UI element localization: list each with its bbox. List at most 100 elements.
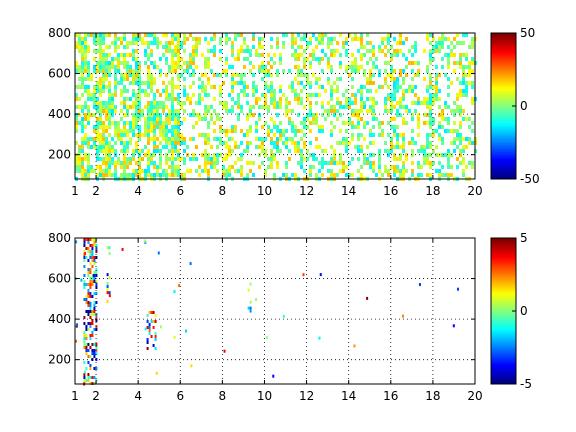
heatmap-cell bbox=[432, 45, 435, 49]
heatmap-cell bbox=[81, 81, 84, 85]
heatmap-cell bbox=[438, 121, 441, 125]
heatmap-cell bbox=[78, 41, 81, 45]
heatmap-cell bbox=[285, 33, 288, 37]
heatmap-cell bbox=[93, 125, 96, 129]
heatmap-cell bbox=[121, 247, 124, 251]
heatmap-cell bbox=[303, 73, 306, 77]
heatmap-cell bbox=[165, 61, 168, 65]
heatmap-cell bbox=[309, 81, 312, 85]
heatmap-cell bbox=[357, 109, 360, 113]
heatmap-cell bbox=[213, 49, 216, 53]
heatmap-cell bbox=[318, 37, 321, 41]
heatmap-cell bbox=[288, 137, 291, 141]
heatmap-cell bbox=[396, 89, 399, 93]
heatmap-cell bbox=[249, 161, 252, 165]
heatmap-cell bbox=[294, 141, 297, 145]
heatmap-cell bbox=[106, 300, 109, 304]
heatmap-cell bbox=[462, 89, 465, 93]
heatmap-cell bbox=[396, 49, 399, 53]
heatmap-cell bbox=[144, 117, 147, 121]
heatmap-cell bbox=[213, 33, 216, 37]
heatmap-cell bbox=[432, 121, 435, 125]
colorbar-segment bbox=[491, 361, 516, 364]
colorbar-segment bbox=[491, 276, 516, 280]
heatmap-cell bbox=[378, 169, 381, 173]
colorbar-segment bbox=[491, 381, 516, 385]
heatmap-cell bbox=[225, 157, 228, 161]
heatmap-cell bbox=[207, 141, 210, 145]
heatmap-cell bbox=[261, 125, 264, 129]
heatmap-cell bbox=[84, 251, 87, 255]
heatmap-cell bbox=[456, 61, 459, 65]
heatmap-cell bbox=[102, 145, 105, 149]
heatmap-cell bbox=[83, 331, 86, 334]
heatmap-cell bbox=[447, 57, 450, 61]
heatmap-cell bbox=[168, 65, 171, 69]
heatmap-cell bbox=[81, 61, 84, 65]
heatmap-cell bbox=[327, 61, 330, 65]
heatmap-cell bbox=[195, 65, 198, 69]
heatmap-cell bbox=[147, 125, 150, 129]
heatmap-cell bbox=[219, 117, 222, 121]
heatmap-cell bbox=[393, 129, 396, 133]
heatmap-cell bbox=[84, 85, 87, 89]
heatmap-cell bbox=[279, 129, 282, 133]
heatmap-cell bbox=[210, 69, 213, 73]
heatmap-cell bbox=[147, 117, 150, 121]
heatmap-cell bbox=[291, 41, 294, 45]
heatmap-cell bbox=[171, 109, 174, 113]
heatmap-cell bbox=[432, 85, 435, 89]
heatmap-cell bbox=[438, 113, 441, 117]
heatmap-cell bbox=[276, 141, 279, 145]
heatmap-cell bbox=[351, 61, 354, 65]
heatmap-cell bbox=[106, 285, 109, 289]
heatmap-cell bbox=[309, 173, 312, 177]
heatmap-cell bbox=[105, 61, 108, 65]
heatmap-cell bbox=[189, 97, 192, 101]
colorbar-segment bbox=[491, 297, 516, 301]
heatmap-cell bbox=[303, 145, 306, 149]
heatmap-cell bbox=[135, 33, 138, 37]
heatmap-cell bbox=[327, 109, 330, 113]
heatmap-cell bbox=[150, 173, 153, 177]
heatmap-cell bbox=[378, 45, 381, 49]
heatmap-cell bbox=[223, 349, 226, 353]
heatmap-cell bbox=[95, 250, 98, 253]
heatmap-cell bbox=[444, 105, 447, 109]
heatmap-cell bbox=[150, 73, 153, 77]
heatmap-cell bbox=[459, 137, 462, 141]
heatmap-cell bbox=[450, 53, 453, 57]
heatmap-cell bbox=[120, 137, 123, 141]
heatmap-cell bbox=[126, 109, 129, 113]
heatmap-cell bbox=[177, 173, 180, 177]
heatmap-cell bbox=[447, 153, 450, 157]
heatmap-cell bbox=[171, 141, 174, 145]
heatmap-cell bbox=[126, 65, 129, 69]
heatmap-cell bbox=[333, 109, 336, 113]
heatmap-cell bbox=[447, 85, 450, 89]
heatmap-cell bbox=[204, 89, 207, 93]
heatmap-cell bbox=[282, 41, 285, 45]
heatmap-cell bbox=[351, 37, 354, 41]
heatmap-cell bbox=[279, 57, 282, 61]
heatmap-cell bbox=[384, 77, 387, 81]
heatmap-cell bbox=[387, 133, 390, 137]
heatmap-cell bbox=[309, 53, 312, 57]
heatmap-cell bbox=[195, 145, 198, 149]
heatmap-cell bbox=[429, 77, 432, 81]
heatmap-cell bbox=[108, 105, 111, 109]
colorbar-segment bbox=[491, 51, 516, 55]
heatmap-cell bbox=[444, 37, 447, 41]
heatmap-cell bbox=[183, 109, 186, 113]
heatmap-cell bbox=[399, 153, 402, 157]
heatmap-cell bbox=[306, 157, 309, 161]
heatmap-cell bbox=[309, 105, 312, 109]
heatmap-cell bbox=[111, 41, 114, 45]
heatmap-cell bbox=[264, 149, 267, 153]
heatmap-cell bbox=[108, 145, 111, 149]
heatmap-cell bbox=[165, 145, 168, 149]
heatmap-cell bbox=[89, 346, 92, 349]
heatmap-cell bbox=[321, 57, 324, 61]
heatmap-cell bbox=[83, 265, 86, 268]
